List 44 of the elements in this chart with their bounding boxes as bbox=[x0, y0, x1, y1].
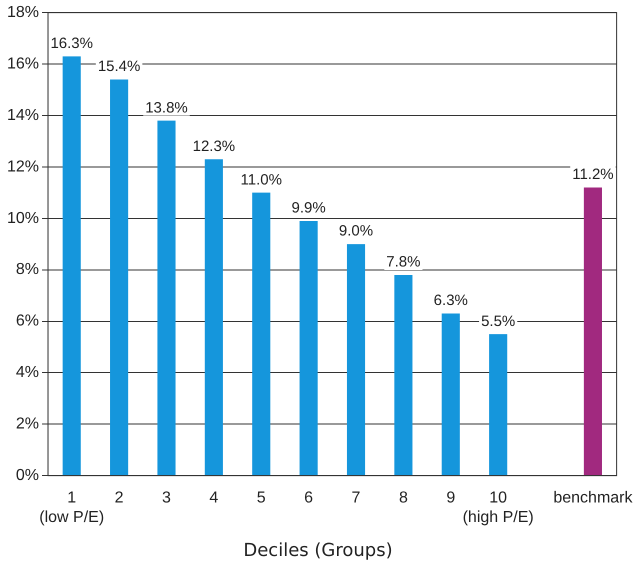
y-tick-label: 2% bbox=[16, 416, 40, 433]
data-label: 6.3% bbox=[434, 292, 468, 310]
data-label: 12.3% bbox=[192, 138, 236, 155]
data-label: 15.4% bbox=[98, 58, 140, 76]
data-label: 11.2% bbox=[572, 166, 614, 184]
bar bbox=[489, 334, 508, 476]
bar bbox=[110, 79, 128, 476]
x-tick-label: 2 bbox=[114, 490, 124, 507]
y-tick-label: 6% bbox=[16, 312, 40, 330]
bar bbox=[346, 244, 366, 476]
data-label: 11.0% bbox=[240, 171, 282, 188]
y-tick-label: 16% bbox=[6, 55, 40, 72]
bar bbox=[584, 188, 602, 476]
data-label: 9.9% bbox=[292, 200, 326, 217]
y-tick-label: 0% bbox=[16, 467, 40, 484]
data-label: 9.0% bbox=[338, 222, 374, 240]
bar bbox=[394, 274, 412, 476]
bar bbox=[300, 220, 318, 476]
x-tick-label: 3 bbox=[162, 490, 172, 507]
bar bbox=[442, 314, 460, 476]
x-tick-label: 10 (high P/E) bbox=[462, 490, 534, 526]
x-tick-label: 4 bbox=[209, 490, 218, 507]
x-tick-label: benchmark bbox=[553, 490, 634, 507]
y-tick-label: 8% bbox=[16, 261, 40, 278]
y-tick-label: 14% bbox=[6, 106, 40, 124]
bar bbox=[204, 159, 223, 476]
bar bbox=[157, 120, 176, 476]
x-tick-label: 7 bbox=[352, 490, 361, 507]
data-label: 5.5% bbox=[481, 312, 516, 330]
x-tick-label: 1 (low P/E) bbox=[39, 490, 104, 526]
y-tick-label: 12% bbox=[6, 158, 40, 176]
data-label: 16.3% bbox=[50, 34, 93, 52]
x-axis-title: Deciles (Groups) bbox=[242, 540, 394, 561]
data-label: 13.8% bbox=[145, 99, 188, 116]
x-tick-label: 6 bbox=[304, 490, 314, 507]
x-tick-label: 5 bbox=[256, 490, 266, 507]
x-tick-label: 8 bbox=[398, 490, 408, 507]
y-tick-label: 4% bbox=[16, 364, 40, 382]
x-tick-label: 9 bbox=[446, 490, 456, 507]
data-label: 7.8% bbox=[386, 254, 420, 271]
bar bbox=[62, 56, 81, 476]
y-tick-label: 18% bbox=[6, 4, 40, 22]
bar bbox=[252, 192, 270, 476]
y-tick-label: 10% bbox=[6, 210, 40, 227]
